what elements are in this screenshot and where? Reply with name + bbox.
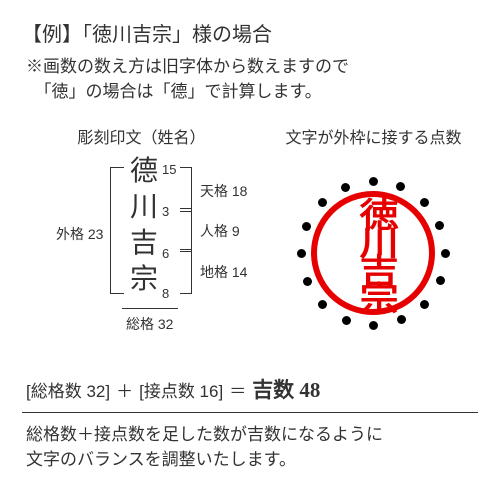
contact-dot [303,277,312,286]
seal-circle: 徳川吉宗 [311,191,435,315]
contact-dot [396,182,405,191]
seal-text: 徳川吉宗 [357,197,390,309]
bracket-jinkaku [180,208,192,252]
divider [22,412,478,413]
contact-dot [420,300,429,309]
contact-dot [436,276,445,285]
sokaku-line [122,308,178,309]
bracket-chikaku [180,249,192,294]
footer-line-1: 総格数＋接点数を足した数が吉数になるように [26,423,474,448]
contact-dot [369,321,378,330]
bracket-tenkaku [180,167,192,212]
char-1: 德 [130,158,158,186]
formula-sokaku: [総格数 32] [26,377,110,402]
contact-dot [397,315,406,324]
contact-dot [302,222,311,231]
bracket-gaikaku [110,167,124,294]
formula-setten: [接点数 16] [139,377,223,402]
char-3: 吉 [130,230,158,258]
contact-dot [318,198,327,207]
stroke-2: 3 [162,204,169,219]
formula-plus: ＋ [116,377,133,402]
formula-row: [総格数 32] ＋ [接点数 16] ＝ 吉数 48 [22,374,478,404]
formula-eq: ＝ [229,377,246,402]
left-heading: 彫刻印文（姓名） [22,124,261,148]
formula-result: 吉数 48 [252,374,320,404]
contact-dot [369,177,378,186]
label-gaikaku: 外格 23 [56,224,103,244]
label-chikaku: 地格 14 [200,262,247,282]
note-line-1: ※画数の数え方は旧字体から数えますので [26,55,478,80]
note-line-2: 「徳」の場合は「德」で計算します。 [26,80,478,105]
char-4: 宗 [130,266,158,294]
right-column: 文字が外枠に接する点数 徳川吉宗 [269,124,478,368]
left-column: 彫刻印文（姓名） 德 川 吉 宗 15 3 6 8 外格 23 天格 18 人格… [22,124,261,368]
label-jinkaku: 人格 9 [200,221,240,241]
contact-dot [435,221,444,230]
note-block: ※画数の数え方は旧字体から数えますので 「徳」の場合は「德」で計算します。 [22,55,478,104]
stroke-4: 8 [162,286,169,301]
label-sokaku: 総格 32 [126,314,173,334]
columns: 彫刻印文（姓名） 德 川 吉 宗 15 3 6 8 外格 23 天格 18 人格… [22,124,478,368]
contact-dot [441,249,450,258]
label-tenkaku: 天格 18 [200,181,247,201]
example-title: 【例】「徳川吉宗」様の場合 [22,18,478,47]
seal-contact-diagram: 徳川吉宗 [278,158,468,348]
right-heading: 文字が外枠に接する点数 [269,124,478,148]
stroke-1: 15 [162,162,176,177]
footer-line-2: 文字のバランスを調整いたします。 [26,448,474,473]
contact-dot [342,316,351,325]
contact-dot [341,183,350,192]
char-2: 川 [130,194,158,222]
contact-dot [297,249,306,258]
name-characters: 德 川 吉 宗 [130,158,158,294]
stroke-diagram: 德 川 吉 宗 15 3 6 8 外格 23 天格 18 人格 9 地格 14 … [22,158,261,368]
stroke-3: 6 [162,246,169,261]
contact-dot [420,198,429,207]
contact-dot [318,300,327,309]
footer-text: 総格数＋接点数を足した数が吉数になるように 文字のバランスを調整いたします。 [22,423,478,472]
